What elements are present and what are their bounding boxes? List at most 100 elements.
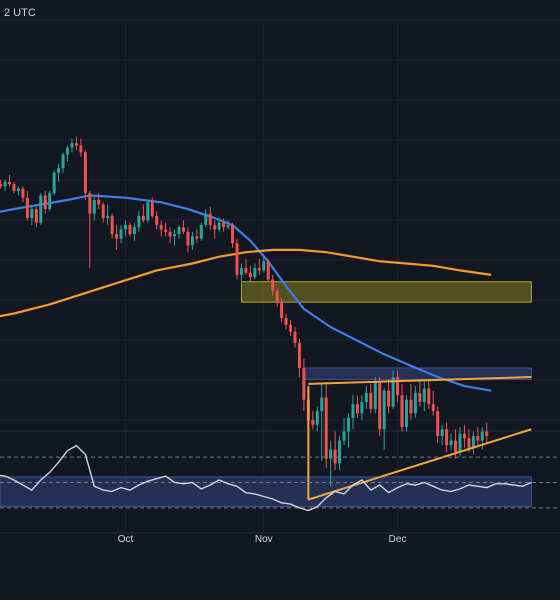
candle-bearish[interactable] [222,218,226,232]
candle-bearish[interactable] [431,390,435,416]
candle-bearish[interactable] [34,206,38,228]
candle-bearish[interactable] [266,259,270,282]
candle-bearish[interactable] [213,220,217,239]
candle-bullish[interactable] [57,163,61,182]
candle-bearish[interactable] [195,229,199,244]
candle-bullish[interactable] [177,224,181,239]
candle-bearish[interactable] [0,179,3,189]
candle-bearish[interactable] [186,227,190,253]
candle-bearish[interactable] [387,379,391,414]
candle-bearish[interactable] [333,431,337,471]
candle-bearish[interactable] [115,224,119,250]
candle-bearish[interactable] [418,379,422,407]
candle-bearish[interactable] [79,138,83,157]
candle-bearish[interactable] [83,150,87,200]
candle-bullish[interactable] [30,204,34,225]
candle-bearish[interactable] [311,411,315,430]
candle-bearish[interactable] [293,327,297,348]
candle-bearish[interactable] [235,238,239,280]
candle-bullish[interactable] [106,204,110,225]
candle-bearish[interactable] [476,426,480,446]
candle-bearish[interactable] [155,211,159,230]
candle-bullish[interactable] [422,381,426,412]
candle-bearish[interactable] [164,222,168,237]
candle-bullish[interactable] [173,229,177,246]
candle-bullish[interactable] [66,145,70,162]
candle-bullish[interactable] [347,413,350,448]
candle-bullish[interactable] [449,433,453,450]
candle-bearish[interactable] [248,265,252,282]
candle-bearish[interactable] [297,338,301,378]
candle-bullish[interactable] [3,179,7,191]
candle-bearish[interactable] [378,377,382,437]
candle-bullish[interactable] [329,440,333,486]
candle-bullish[interactable] [382,388,386,450]
candle-bearish[interactable] [244,259,248,275]
candle-bearish[interactable] [231,222,235,248]
candle-bearish[interactable] [110,213,114,239]
candle-bullish[interactable] [320,383,324,462]
candle-bullish[interactable] [338,436,342,471]
candle-bullish[interactable] [342,417,346,446]
candle-bearish[interactable] [74,136,78,151]
candle-bearish[interactable] [355,395,359,418]
candle-bearish[interactable] [284,313,288,330]
candle-bullish[interactable] [146,199,150,223]
candle-bullish[interactable] [217,218,221,232]
candle-bearish[interactable] [462,424,466,448]
candle-bullish[interactable] [315,406,319,432]
candle-bullish[interactable] [48,190,52,212]
candle-bearish[interactable] [21,186,25,203]
candle-bullish[interactable] [262,256,266,273]
candle-bullish[interactable] [253,263,257,280]
candle-bullish[interactable] [39,193,43,225]
candle-bearish[interactable] [97,193,101,210]
candle-bearish[interactable] [396,370,400,403]
candle-bullish[interactable] [52,170,56,196]
candle-bearish[interactable] [369,383,373,414]
candle-bearish[interactable] [208,206,212,230]
candle-bearish[interactable] [289,320,293,337]
candle-bullish[interactable] [137,211,141,232]
candle-bearish[interactable] [257,259,261,275]
candle-bearish[interactable] [400,383,404,432]
candle-bearish[interactable] [485,422,489,443]
candle-bearish[interactable] [168,227,172,244]
candle-bearish[interactable] [150,197,154,219]
candle-bullish[interactable] [204,209,208,228]
candle-bearish[interactable] [271,274,275,296]
candle-bullish[interactable] [391,370,395,409]
candle-bullish[interactable] [132,222,136,241]
candle-bullish[interactable] [373,377,377,414]
candle-bullish[interactable] [61,152,65,173]
candle-bullish[interactable] [360,395,364,421]
candle-bearish[interactable] [159,220,163,237]
candle-bullish[interactable] [70,138,74,153]
candle-bearish[interactable] [141,204,145,223]
candle-bearish[interactable] [445,422,449,452]
candle-bullish[interactable] [351,395,355,430]
candle-bullish[interactable] [364,386,368,409]
candle-bullish[interactable] [239,263,243,284]
candle-bearish[interactable] [128,222,132,237]
candle-bearish[interactable] [43,190,47,214]
candle-bullish[interactable] [16,186,20,196]
candle-bearish[interactable] [275,288,279,307]
candle-bearish[interactable] [427,379,431,409]
candle-bearish[interactable] [280,297,284,323]
candle-bearish[interactable] [101,202,105,223]
candle-bullish[interactable] [190,231,194,250]
candle-bullish[interactable] [440,424,444,446]
candle-bearish[interactable] [324,383,328,468]
candle-bullish[interactable] [226,220,230,230]
candle-bullish[interactable] [119,224,123,244]
candle-bullish[interactable] [92,195,96,221]
candle-bearish[interactable] [12,181,16,194]
candle-bearish[interactable] [302,358,306,412]
candle-bearish[interactable] [25,190,29,221]
candle-bullish[interactable] [471,431,475,455]
candle-bearish[interactable] [8,175,12,187]
candle-bullish[interactable] [199,222,203,241]
candle-bullish[interactable] [480,426,484,450]
